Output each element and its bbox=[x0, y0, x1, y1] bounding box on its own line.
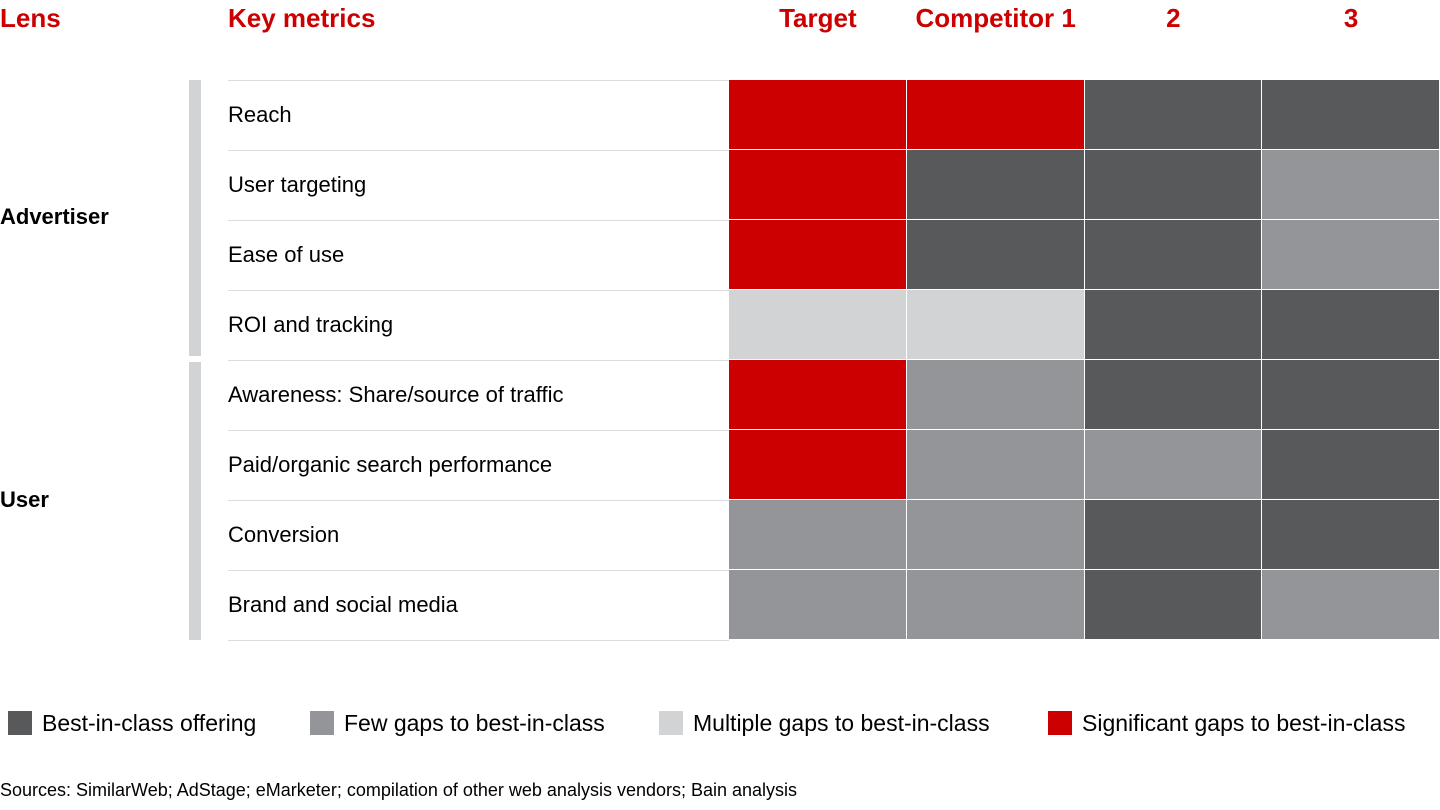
legend-swatch bbox=[310, 711, 334, 735]
legend-label: Best-in-class offering bbox=[42, 710, 257, 736]
legend-swatch bbox=[8, 711, 32, 735]
rating-cell bbox=[1084, 290, 1262, 359]
row-line bbox=[228, 220, 729, 221]
metric-label: Awareness: Share/source of traffic bbox=[228, 382, 564, 407]
column-header: Target bbox=[779, 3, 857, 33]
group-bar bbox=[189, 80, 201, 356]
legend-swatch bbox=[659, 711, 683, 735]
rating-cell bbox=[906, 570, 1084, 639]
rating-cell bbox=[1262, 290, 1439, 359]
metric-label: Ease of use bbox=[228, 242, 345, 267]
rating-cell bbox=[1262, 430, 1439, 499]
rating-cell bbox=[906, 500, 1084, 569]
legend-label: Multiple gaps to best-in-class bbox=[693, 710, 990, 736]
legend-label: Few gaps to best-in-class bbox=[344, 710, 605, 736]
rating-cell bbox=[906, 220, 1084, 289]
rating-cell bbox=[1262, 150, 1439, 219]
column-header: 2 bbox=[1166, 3, 1181, 33]
rating-cell bbox=[906, 430, 1084, 499]
metric-label: Conversion bbox=[228, 522, 340, 547]
rating-cell bbox=[906, 360, 1084, 429]
row-line bbox=[228, 430, 729, 431]
rating-cell bbox=[729, 570, 906, 639]
column-header: 3 bbox=[1343, 3, 1359, 33]
rating-cell bbox=[729, 290, 906, 359]
group-label: Advertiser bbox=[0, 204, 109, 229]
row-line bbox=[228, 360, 729, 361]
column-header: Competitor 1 bbox=[915, 3, 1076, 33]
row-line bbox=[228, 80, 729, 81]
rating-cell bbox=[1084, 220, 1262, 289]
rating-cell bbox=[1262, 360, 1439, 429]
metric-label: Paid/organic search performance bbox=[228, 452, 553, 477]
row-line bbox=[228, 150, 729, 151]
rating-cell bbox=[1262, 80, 1439, 149]
rating-cell bbox=[729, 430, 906, 499]
metrics-header: Key metrics bbox=[228, 3, 376, 33]
rating-cell bbox=[729, 150, 906, 219]
rating-cell bbox=[729, 500, 906, 569]
group-bar bbox=[189, 362, 201, 640]
rating-cell bbox=[1084, 430, 1262, 499]
rating-cell bbox=[729, 220, 906, 289]
rating-cell bbox=[1084, 500, 1262, 569]
rating-cell bbox=[906, 80, 1084, 149]
lens-header: Lens bbox=[0, 3, 61, 33]
row-line bbox=[228, 500, 729, 501]
row-line bbox=[228, 290, 729, 291]
rating-cell bbox=[1262, 500, 1439, 569]
row-line bbox=[228, 640, 729, 641]
rating-cell bbox=[906, 150, 1084, 219]
source: Sources: SimilarWeb; AdStage; eMarketer;… bbox=[0, 780, 798, 800]
rating-cell bbox=[729, 360, 906, 429]
rating-cell bbox=[1084, 360, 1262, 429]
rating-cell bbox=[729, 80, 906, 149]
rating-cell bbox=[1084, 80, 1262, 149]
rating-cell bbox=[1262, 570, 1439, 639]
metric-label: Brand and social media bbox=[228, 592, 458, 617]
legend-swatch bbox=[1048, 711, 1072, 735]
rating-cell bbox=[1084, 150, 1262, 219]
rating-cell bbox=[906, 290, 1084, 359]
metric-label: User targeting bbox=[228, 172, 367, 197]
rating-cell bbox=[1084, 570, 1262, 639]
legend-label: Significant gaps to best-in-class bbox=[1082, 710, 1406, 736]
metric-label: ROI and tracking bbox=[228, 312, 394, 337]
metric-label: Reach bbox=[228, 102, 292, 127]
row-line bbox=[228, 570, 729, 571]
rating-cell bbox=[1262, 220, 1439, 289]
group-label: User bbox=[0, 487, 49, 512]
